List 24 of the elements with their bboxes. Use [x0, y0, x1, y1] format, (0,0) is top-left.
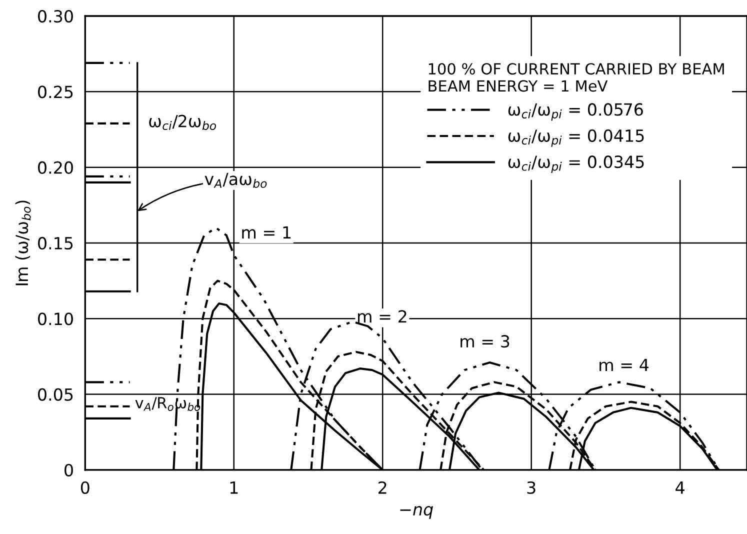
x-tick-label: 0 — [80, 481, 90, 494]
y-tick-label: 0.15 — [38, 236, 73, 250]
x-tick-label: 3 — [527, 481, 536, 494]
y-tick-label: 0.25 — [38, 86, 73, 98]
y-tick-label: 0.10 — [38, 312, 73, 326]
legend-title: 100 % OF CURRENT CARRIED BY BEAM BEAM ENERGY = 1 MeV — [428, 63, 724, 92]
legend-label: ω$_{ci}$/ω$_{pi}$ = 0.0576 — [508, 103, 643, 121]
annotation: m = 2 — [358, 310, 406, 322]
y-axis-title: Im (ω/ω$_{bo}$) — [15, 200, 31, 286]
y-tick-label: 0.05 — [38, 388, 73, 401]
annotation: ω$_{ci}$/2ω$_{bo}$ — [149, 114, 216, 130]
annotation: m = 1 — [242, 226, 291, 238]
y-tick-label: 0 — [64, 464, 73, 476]
legend-label: ω$_{ci}$/ω$_{pi}$ = 0.0415 — [508, 129, 644, 147]
x-tick-label: 4 — [676, 482, 684, 494]
annotation: m = 3 — [460, 335, 510, 348]
legend-label: ω$_{ci}$/ω$_{pi}$ = 0.0345 — [508, 156, 644, 174]
y-tick-label: 0.30 — [38, 10, 73, 23]
x-tick-label: 1 — [230, 482, 238, 494]
x-axis-title: −nq — [400, 506, 434, 519]
y-tick-label: 0.20 — [38, 161, 73, 174]
annotation: m = 4 — [600, 358, 649, 372]
annotation: v$_{A}$/aω$_{bo}$ — [204, 172, 267, 188]
x-tick-label: 2 — [378, 481, 386, 494]
